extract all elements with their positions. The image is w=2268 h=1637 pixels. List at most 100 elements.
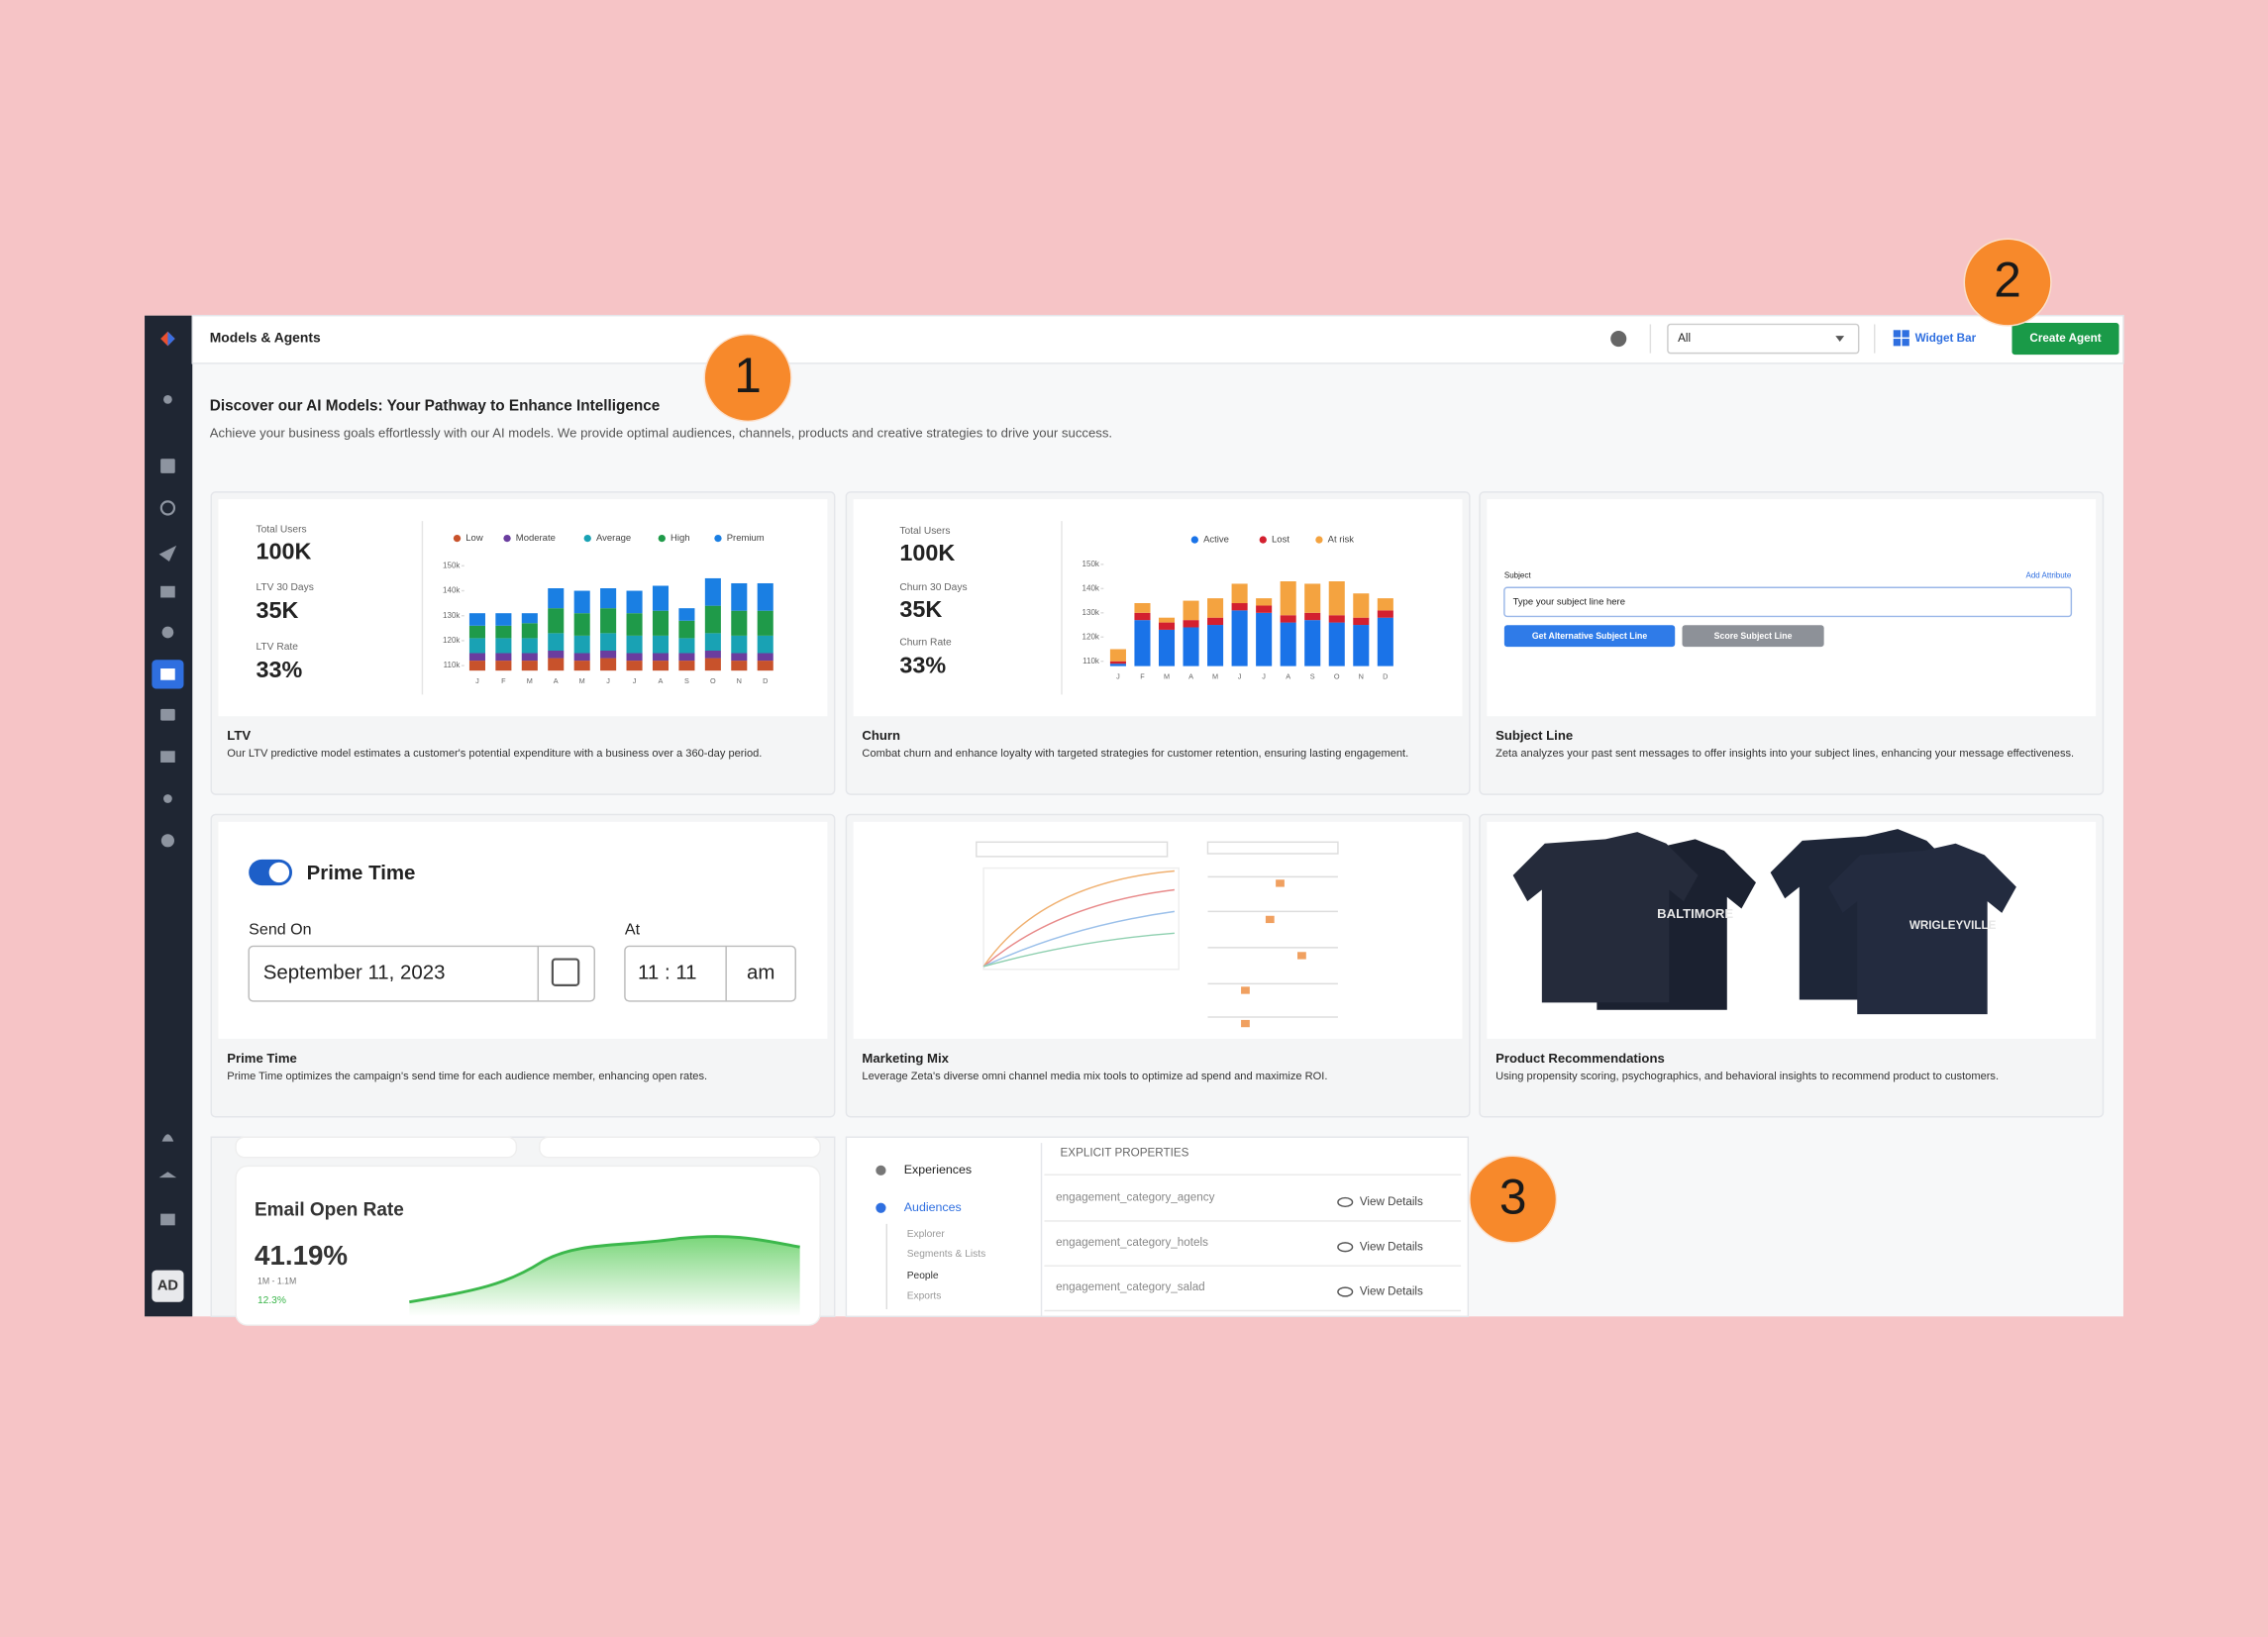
card-title: Product Recommendations (1495, 1051, 1665, 1066)
bar-segment (652, 661, 670, 671)
tab (235, 1136, 518, 1159)
nav-subitem[interactable]: Explorer (907, 1229, 946, 1240)
view-details[interactable]: View Details (1360, 1285, 1423, 1298)
bar-segment (1280, 622, 1296, 666)
legend-swatch (658, 534, 666, 543)
ampm-value: am (747, 962, 774, 984)
compass-icon[interactable] (1610, 331, 1627, 348)
bar-segment (1377, 598, 1393, 611)
bar-segment (468, 625, 485, 639)
card-description: Our LTV predictive model estimates a cus… (227, 746, 763, 761)
y-tick-label: 120k (1082, 632, 1100, 641)
time-input[interactable] (624, 945, 796, 1002)
bar-segment (731, 661, 748, 671)
y-tick-label: 120k (443, 636, 461, 645)
card-description: Zeta analyzes your past sent messages to… (1495, 746, 2075, 761)
sidebar-icons (152, 395, 184, 1226)
bar-segment (1304, 612, 1321, 621)
bar-segment (1207, 598, 1224, 618)
bar-segment (1280, 615, 1296, 623)
avatar[interactable] (152, 1270, 184, 1302)
toggle-label: Prime Time (307, 862, 416, 884)
x-tick-label: N (1359, 672, 1364, 681)
bar-segment (652, 585, 670, 611)
nav-subitem[interactable]: Segments & Lists (907, 1249, 986, 1260)
jersey-image (1512, 829, 2016, 1015)
bar-segment (1207, 625, 1224, 666)
subject-input[interactable] (1503, 586, 2073, 618)
nav-icon (876, 1165, 886, 1176)
bar-segment (1256, 605, 1273, 613)
bar-segment (521, 623, 538, 639)
x-tick-label: M (1212, 672, 1218, 681)
view-details[interactable]: View Details (1360, 1240, 1423, 1253)
widget-bar-button[interactable]: Widget Bar (1915, 332, 1977, 345)
score-subject-button[interactable] (1682, 625, 1824, 648)
view-details[interactable]: View Details (1360, 1195, 1423, 1208)
calendar-icon[interactable] (551, 958, 580, 986)
legend-swatch (1315, 536, 1323, 544)
bar-segment (1134, 612, 1151, 621)
x-tick-label: A (659, 676, 664, 685)
marketing-mix-preview (976, 841, 1339, 1028)
bar-segment (1328, 615, 1345, 623)
bar-segment (1109, 649, 1126, 662)
card-title: Prime Time (227, 1051, 297, 1066)
stat-label: LTV 30 Days (257, 582, 314, 593)
sparkline-area (409, 1236, 800, 1317)
subject-placeholder: Type your subject line here (1513, 596, 1625, 607)
property-name: engagement_category_salad (1056, 1280, 1205, 1293)
y-tick-label: 150k (1082, 560, 1100, 568)
bar-segment (652, 610, 670, 636)
nav-item-active[interactable]: Audiences (904, 1200, 962, 1214)
bar-segment (731, 635, 748, 654)
bar-segment (704, 605, 721, 634)
card[interactable] (845, 1136, 1470, 1318)
bar-segment (521, 653, 538, 662)
y-tick-label: 110k (1082, 657, 1100, 665)
date-input[interactable] (248, 945, 595, 1002)
bar-segment (573, 590, 590, 614)
bar-segment (573, 653, 590, 662)
alt-subject-button[interactable] (1503, 625, 1676, 648)
bar-segment (1109, 661, 1126, 665)
nav-subitem[interactable]: People (907, 1271, 939, 1281)
legend-swatch (503, 534, 511, 543)
bar-segment (495, 625, 512, 639)
filter-select[interactable] (1667, 323, 1860, 355)
nav-subitem[interactable]: Exports (907, 1291, 942, 1302)
bar-segment (1158, 617, 1176, 623)
bar-segment (1207, 617, 1224, 626)
y-tick-label: 140k (443, 586, 461, 595)
nav-item[interactable]: Experiences (904, 1163, 972, 1177)
legend-label: Average (596, 533, 631, 544)
avatar-text: AD (157, 1279, 178, 1294)
bar-segment (548, 650, 565, 659)
bar-segment (573, 613, 590, 636)
bar-segment (626, 590, 643, 614)
subject-label: Subject (1504, 571, 1532, 580)
bar-segment (521, 638, 538, 654)
bar-segment (757, 610, 773, 636)
intro-text-box: Achieve your business goals effortlessly… (209, 425, 1113, 441)
bar-segment (1158, 629, 1176, 666)
bar-segment (1183, 620, 1199, 628)
badge (703, 333, 792, 423)
intro-text: Achieve your business goals effortlessly… (209, 425, 1113, 441)
create-agent-button[interactable] (2011, 322, 2119, 356)
intro-heading: Discover our AI Models: Your Pathway to … (210, 398, 661, 415)
add-attribute[interactable]: Add Attribute (2025, 571, 2071, 580)
legend-label: Active (1203, 535, 1229, 546)
bar-segment (495, 661, 512, 671)
time-value: 11 : 11 (638, 962, 696, 984)
sparkline (409, 1235, 800, 1304)
legend-label: Premium (727, 533, 765, 544)
x-tick-label: D (763, 676, 768, 685)
x-tick-label: F (1140, 672, 1145, 681)
page-title: Models & Agents (210, 330, 321, 346)
y-tick-label: 150k (443, 561, 461, 569)
bar-segment (626, 661, 643, 671)
card-description-box: Using propensity scoring, psychographics… (1495, 1070, 1999, 1082)
x-tick-label: S (1310, 672, 1315, 681)
stat-value: 33% (899, 653, 946, 678)
